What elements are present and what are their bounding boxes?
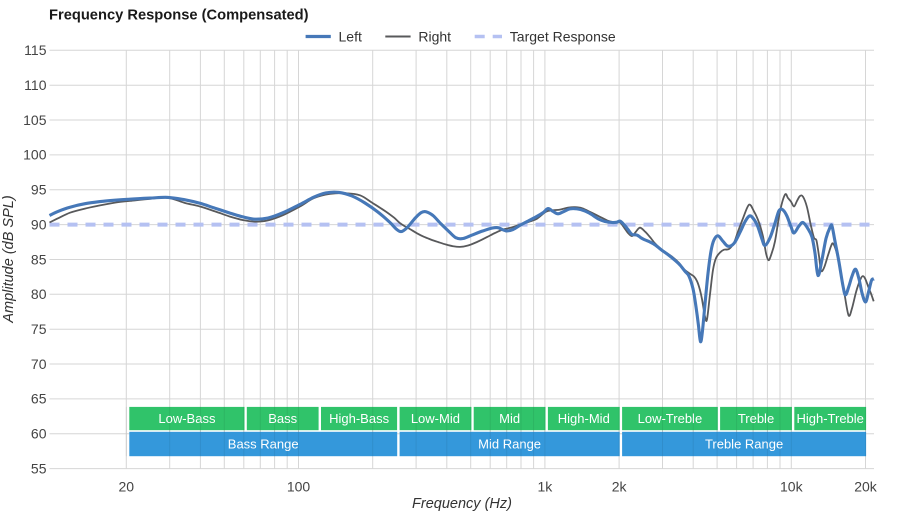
svg-text:75: 75: [31, 321, 47, 337]
svg-text:Mid Range: Mid Range: [478, 436, 541, 451]
svg-text:10k: 10k: [780, 479, 804, 495]
svg-text:Right: Right: [418, 29, 451, 45]
svg-text:Low-Mid: Low-Mid: [411, 411, 460, 426]
svg-text:1k: 1k: [538, 479, 554, 495]
svg-text:Bass Range: Bass Range: [228, 436, 299, 451]
svg-text:Frequency (Hz): Frequency (Hz): [412, 496, 512, 512]
svg-text:Left: Left: [339, 29, 362, 45]
svg-text:High-Treble: High-Treble: [796, 411, 863, 426]
svg-text:110: 110: [24, 77, 47, 93]
svg-text:Bass: Bass: [268, 411, 297, 426]
svg-text:High-Bass: High-Bass: [329, 411, 389, 426]
svg-text:High-Mid: High-Mid: [558, 411, 610, 426]
svg-text:20: 20: [119, 479, 135, 495]
svg-text:100: 100: [287, 479, 311, 495]
svg-text:2k: 2k: [612, 479, 628, 495]
svg-text:90: 90: [31, 216, 47, 232]
svg-text:Amplitude (dB SPL): Amplitude (dB SPL): [1, 195, 17, 323]
svg-text:Frequency Response (Compensate: Frequency Response (Compensated): [49, 8, 309, 24]
svg-text:Target Response: Target Response: [510, 29, 616, 45]
svg-text:Low-Bass: Low-Bass: [158, 411, 216, 426]
svg-text:Mid: Mid: [499, 411, 520, 426]
svg-text:Low-Treble: Low-Treble: [638, 411, 703, 426]
svg-text:20k: 20k: [854, 479, 878, 495]
svg-text:60: 60: [31, 426, 47, 442]
svg-text:Treble: Treble: [738, 411, 774, 426]
svg-text:115: 115: [24, 42, 47, 58]
svg-text:95: 95: [31, 182, 47, 198]
svg-text:70: 70: [31, 356, 47, 372]
svg-text:80: 80: [31, 286, 47, 302]
svg-text:65: 65: [31, 391, 47, 407]
svg-text:Treble Range: Treble Range: [705, 436, 783, 451]
svg-text:55: 55: [31, 460, 47, 476]
svg-text:85: 85: [31, 251, 47, 267]
svg-text:105: 105: [23, 112, 47, 128]
svg-text:100: 100: [23, 147, 47, 163]
